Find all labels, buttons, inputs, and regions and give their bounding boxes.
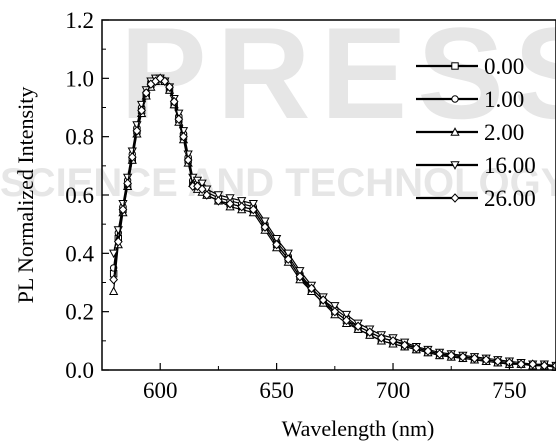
x-axis: 600 650 700 750	[143, 363, 527, 403]
data-point	[248, 204, 258, 215]
data-point	[283, 254, 293, 264]
legend-label: 16.00	[484, 153, 536, 178]
y-axis-label: PL Normalized Intensity	[13, 87, 38, 304]
data-point	[169, 96, 179, 107]
data-point	[137, 105, 146, 116]
data-point	[109, 286, 119, 295]
legend-marker	[450, 193, 460, 203]
y-tick-label: 0.0	[65, 358, 94, 383]
data-point	[458, 352, 468, 362]
legend: 0.00 1.00 2.00 16.00 26.00	[416, 54, 536, 211]
legend-marker	[451, 95, 459, 103]
legend-label: 2.00	[484, 120, 524, 145]
legend-entry: 2.00	[416, 120, 524, 145]
y-tick-label: 0.2	[65, 300, 94, 325]
data-point	[341, 310, 352, 320]
data-point	[400, 340, 410, 350]
data-point	[248, 200, 258, 209]
data-point	[132, 126, 142, 136]
legend-label: 0.00	[484, 54, 524, 79]
data-point	[237, 197, 247, 206]
data-point	[127, 152, 137, 162]
legend-entry: 16.00	[416, 153, 536, 178]
legend-entry: 1.00	[416, 87, 524, 112]
data-point	[481, 355, 491, 365]
legend-marker	[450, 127, 460, 136]
data-point	[197, 184, 207, 194]
legend-entry: 26.00	[416, 186, 536, 211]
legend-label: 1.00	[484, 87, 524, 112]
data-point	[197, 179, 207, 189]
y-tick-label: 0.4	[65, 241, 94, 266]
data-point	[307, 283, 316, 294]
data-point	[123, 178, 132, 189]
data-point	[109, 249, 119, 259]
series-26-00	[109, 73, 556, 371]
data-point	[295, 267, 305, 276]
data-point	[446, 350, 456, 361]
data-point	[202, 190, 212, 200]
data-point	[353, 321, 363, 331]
data-point	[160, 76, 170, 86]
data-point	[435, 349, 444, 359]
data-point	[470, 353, 479, 364]
data-point	[411, 343, 421, 353]
y-tick-label: 0.6	[65, 183, 94, 208]
plot-area	[109, 73, 556, 371]
data-point	[272, 239, 281, 250]
legend-entry: 0.00	[416, 54, 524, 79]
data-point	[141, 88, 151, 98]
data-point	[225, 194, 235, 203]
data-point	[237, 201, 247, 212]
data-point	[330, 302, 340, 311]
data-point	[174, 114, 184, 124]
data-point	[551, 360, 556, 371]
x-tick-label: 650	[259, 378, 294, 403]
data-point	[271, 235, 282, 244]
y-tick-label: 0.8	[65, 125, 94, 150]
data-point	[109, 274, 119, 285]
data-point	[493, 356, 503, 366]
legend-label: 26.00	[484, 186, 536, 211]
data-point	[283, 249, 293, 259]
data-point	[213, 191, 224, 200]
data-point	[179, 131, 188, 142]
data-point	[214, 196, 223, 206]
data-point	[342, 315, 351, 326]
x-axis-label: Wavelength (nm)	[282, 416, 435, 441]
data-point	[388, 336, 398, 346]
data-point	[318, 295, 328, 305]
data-point	[113, 236, 123, 247]
data-point	[183, 155, 193, 165]
data-point	[516, 359, 526, 369]
legend-marker	[450, 161, 460, 170]
data-point	[118, 204, 128, 215]
x-tick-label: 700	[376, 378, 411, 403]
data-point	[528, 359, 538, 369]
data-point	[423, 346, 433, 356]
y-tick-label: 1.0	[65, 66, 94, 91]
data-point	[295, 271, 305, 282]
x-tick-label: 600	[143, 378, 178, 403]
data-point	[377, 333, 386, 343]
data-point	[225, 199, 235, 209]
y-tick-label: 1.2	[65, 8, 94, 33]
data-point	[330, 306, 340, 317]
x-tick-label: 750	[492, 378, 527, 403]
data-point	[260, 222, 270, 232]
data-point	[165, 82, 174, 92]
data-point	[122, 173, 133, 183]
series-16-00	[109, 74, 556, 371]
data-point	[365, 327, 375, 337]
y-axis: 0.0 0.2 0.4 0.6 0.8 1.0 1.2	[65, 8, 109, 383]
legend-marker	[451, 62, 459, 70]
data-point	[260, 217, 270, 227]
